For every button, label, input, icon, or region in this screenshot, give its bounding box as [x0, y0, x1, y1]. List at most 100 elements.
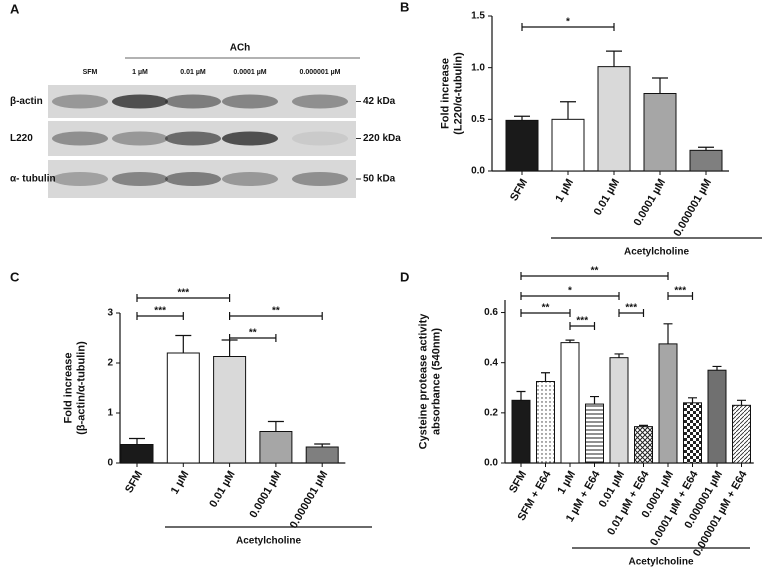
row-label: L220: [10, 133, 33, 144]
band: [165, 172, 221, 186]
significance-label: **: [272, 306, 280, 317]
bar: [505, 119, 539, 172]
lane-label: 0.01 µM: [180, 69, 206, 76]
significance-bracket: [569, 322, 596, 330]
error-bar: [688, 397, 697, 403]
band: [292, 172, 348, 186]
x-tick-label: 1 µM: [553, 177, 576, 204]
bar: [585, 403, 604, 464]
error-bar: [698, 146, 714, 151]
significance-bracket: [618, 309, 645, 317]
significance-bracket: [229, 334, 277, 342]
row-label: α- tubulin: [10, 174, 56, 185]
significance-bracket: [521, 23, 615, 31]
western-blot: A ACh: [10, 1, 360, 59]
y-tick-label: 0.4: [484, 357, 498, 368]
lane-label: 1 µM: [132, 69, 148, 76]
y-axis-label: absorbance (540nm): [430, 328, 442, 435]
x-tick-label: 0.01 µM: [592, 177, 622, 218]
error-bar: [606, 50, 622, 67]
error-bar: [514, 115, 530, 121]
y-axis-label: Fold increase: [439, 58, 451, 129]
error-bar: [639, 424, 648, 427]
panel-letter: A: [10, 1, 20, 16]
error-bar: [516, 390, 526, 401]
bar: [551, 118, 585, 172]
error-bar: [590, 395, 599, 405]
x-tick-label: 0.0001 µM: [632, 177, 668, 228]
lane-label: 0.0001 µM: [233, 69, 266, 76]
header: ACh: [230, 43, 251, 54]
panel-letter: D: [400, 269, 409, 284]
band: [52, 172, 108, 186]
y-axis-label: (L220/α-tubulin): [452, 52, 464, 135]
band: [292, 94, 348, 109]
significance-label: *: [568, 286, 572, 297]
size-label: 42 kDa: [363, 96, 396, 107]
error-bar: [221, 339, 238, 357]
significance-label: ***: [576, 316, 588, 327]
y-tick-label: 1: [107, 408, 113, 419]
x-tick-label: 1 µM: [555, 469, 578, 496]
bar: [560, 342, 580, 464]
significance-bracket: [520, 292, 620, 300]
group-label: Acetylcholine: [628, 557, 693, 568]
bar: [689, 149, 723, 172]
error-bar: [565, 339, 575, 343]
row-label: β-actin: [10, 96, 43, 107]
x-tick-label: SFM: [508, 177, 530, 203]
bar: [597, 66, 631, 172]
significance-bracket: [520, 309, 571, 317]
panel-letter: C: [10, 269, 20, 284]
band: [222, 94, 278, 109]
error-bar: [663, 323, 673, 344]
band: [165, 131, 221, 146]
y-tick-label: 1.5: [471, 11, 485, 22]
y-axis-label: Fold increase: [62, 353, 74, 424]
bar: [732, 404, 751, 464]
error-bar: [129, 437, 145, 445]
group-label: Acetylcholine: [236, 536, 301, 547]
significance-bracket: [667, 292, 694, 300]
y-tick-label: 0: [107, 458, 113, 469]
error-bar: [560, 101, 576, 120]
y-tick-label: 0.0: [484, 458, 498, 469]
x-tick-label: 0.01 µM: [207, 469, 237, 510]
band: [165, 94, 221, 109]
y-tick-label: 1.0: [471, 62, 485, 73]
error-bar: [614, 353, 624, 358]
error-bar: [712, 365, 722, 371]
size-label: 220 kDa: [363, 133, 401, 144]
band: [222, 131, 278, 146]
significance-label: **: [542, 303, 550, 314]
bar: [213, 356, 247, 464]
y-tick-label: 0.5: [471, 114, 485, 125]
error-bar: [737, 399, 746, 406]
significance-bracket: [520, 272, 669, 280]
bar: [305, 446, 339, 464]
y-tick-label: 2: [107, 358, 113, 369]
size-label: 50 kDa: [363, 174, 396, 185]
significance-label: **: [591, 266, 599, 277]
band: [112, 94, 168, 109]
bar: [658, 343, 678, 464]
bar: [120, 444, 154, 464]
x-tick-label: 1 µM: [169, 469, 192, 496]
y-axis-label: Cysteine protease activity: [417, 313, 429, 450]
error-bar: [314, 443, 331, 447]
bar: [683, 402, 702, 464]
y-tick-label: 3: [107, 308, 113, 319]
band: [52, 131, 108, 146]
error-bar: [541, 372, 550, 382]
band: [112, 131, 168, 146]
significance-label: *: [566, 17, 570, 28]
significance-bracket: [136, 294, 231, 302]
significance-label: ***: [177, 288, 189, 299]
bar: [609, 357, 629, 464]
x-tick-label: SFM: [123, 469, 145, 495]
y-tick-label: 0.0: [471, 166, 485, 177]
group-label: Acetylcholine: [624, 247, 689, 258]
band: [112, 172, 168, 186]
error-bar: [175, 334, 192, 353]
